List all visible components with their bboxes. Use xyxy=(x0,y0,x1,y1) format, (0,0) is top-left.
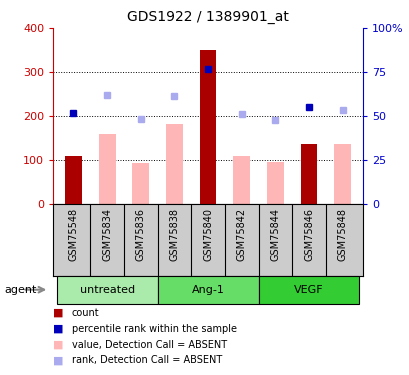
Text: GSM75842: GSM75842 xyxy=(236,208,246,261)
Bar xyxy=(199,50,216,204)
Text: GSM75846: GSM75846 xyxy=(303,208,313,261)
Text: value, Detection Call = ABSENT: value, Detection Call = ABSENT xyxy=(72,340,226,350)
Text: ■: ■ xyxy=(53,340,64,350)
Text: GSM75840: GSM75840 xyxy=(202,208,213,261)
Bar xyxy=(333,144,350,204)
Text: GSM75834: GSM75834 xyxy=(102,208,112,261)
Text: GSM75838: GSM75838 xyxy=(169,208,179,261)
Text: ■: ■ xyxy=(53,324,64,334)
Title: GDS1922 / 1389901_at: GDS1922 / 1389901_at xyxy=(127,10,288,24)
Text: GSM75844: GSM75844 xyxy=(270,208,280,261)
Text: rank, Detection Call = ABSENT: rank, Detection Call = ABSENT xyxy=(72,356,221,365)
Text: untreated: untreated xyxy=(79,285,135,295)
Text: GSM75836: GSM75836 xyxy=(135,208,146,261)
Text: agent: agent xyxy=(4,285,36,295)
FancyBboxPatch shape xyxy=(157,276,258,304)
Text: ■: ■ xyxy=(53,356,64,365)
Bar xyxy=(132,164,149,204)
Text: ■: ■ xyxy=(53,308,64,318)
Bar xyxy=(266,162,283,204)
Bar xyxy=(99,134,115,204)
Bar xyxy=(300,144,317,204)
FancyBboxPatch shape xyxy=(258,276,359,304)
Text: count: count xyxy=(72,308,99,318)
Text: VEGF: VEGF xyxy=(294,285,323,295)
Text: Ang-1: Ang-1 xyxy=(191,285,224,295)
Text: percentile rank within the sample: percentile rank within the sample xyxy=(72,324,236,334)
Bar xyxy=(166,124,182,204)
Text: GSM75548: GSM75548 xyxy=(68,208,78,261)
FancyBboxPatch shape xyxy=(56,276,157,304)
Text: GSM75848: GSM75848 xyxy=(337,208,347,261)
Bar xyxy=(233,156,249,204)
Bar xyxy=(65,156,82,204)
